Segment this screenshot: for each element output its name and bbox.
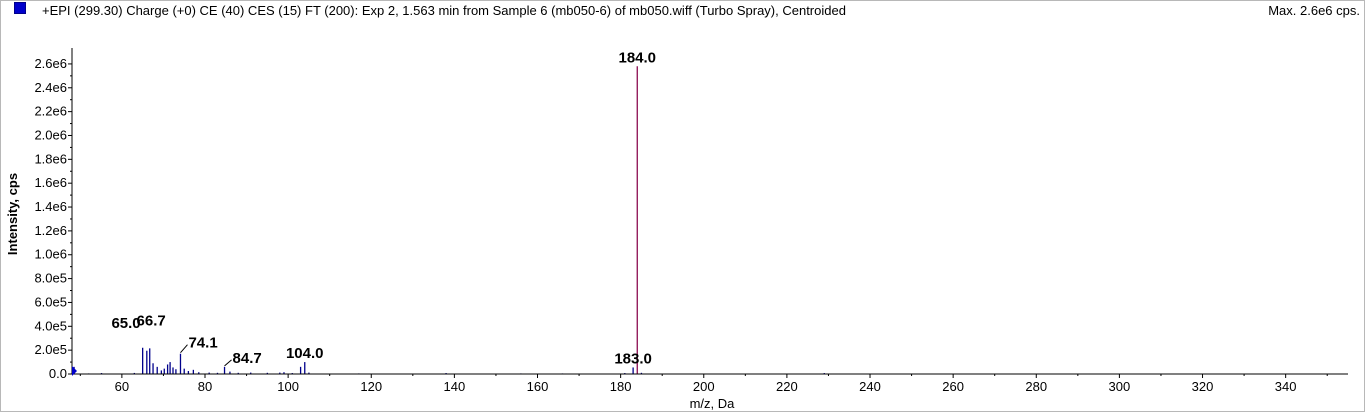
peak-label[interactable]: 184.0	[618, 49, 656, 66]
max-intensity-label: Max. 2.6e6 cps.	[1268, 3, 1360, 18]
y-tick-label: 1.4e6	[34, 199, 67, 214]
y-axis-title: Intensity, cps	[5, 173, 20, 255]
x-tick-label: 340	[1275, 379, 1297, 394]
peak-label[interactable]: 74.1	[188, 335, 217, 352]
x-tick-label: 260	[942, 379, 964, 394]
y-tick-label: 1.6e6	[34, 175, 67, 190]
peak-labels: 184.0 183.0 104.0 84.7 74.1 65.066.7	[111, 49, 656, 367]
y-tick-label: 2.2e6	[34, 104, 67, 119]
x-tick-label: 160	[527, 379, 549, 394]
y-tick-label: 8.0e5	[34, 271, 67, 286]
y-tick-label: 1.0e6	[34, 247, 67, 262]
x-range-marker[interactable]	[72, 366, 77, 376]
x-axis-ticks: 60 80 100 120 140 160 180 200 220 240 260 280 300 320…	[79, 374, 1328, 394]
y-tick-label: 0.0	[49, 366, 67, 381]
y-axis-ticks: 0.0 2.0e5 4.0e5 6.0e5 8.0e5 1.0e6 1.2e6 1.4e6 1.…	[34, 56, 72, 381]
y-tick-label: 1.8e6	[34, 151, 67, 166]
y-tick-label: 2.4e6	[34, 80, 67, 95]
x-tick-label: 220	[776, 379, 798, 394]
y-tick-label: 2.0e6	[34, 127, 67, 142]
label-leader-line	[180, 344, 188, 354]
y-tick-label: 2.6e6	[34, 56, 67, 71]
x-tick-label: 320	[1192, 379, 1214, 394]
peak-label[interactable]: 65.0	[111, 315, 140, 332]
x-tick-label: 80	[198, 379, 212, 394]
peak-label[interactable]: 84.7	[233, 350, 262, 367]
y-tick-label: 4.0e5	[34, 318, 67, 333]
label-leader-line	[224, 359, 232, 367]
y-tick-label: 2.0e5	[34, 342, 67, 357]
x-tick-label: 100	[277, 379, 299, 394]
x-axis-title: m/z, Da	[690, 396, 736, 411]
x-tick-label: 280	[1025, 379, 1047, 394]
y-tick-label: 6.0e5	[34, 294, 67, 309]
x-tick-label: 240	[859, 379, 881, 394]
x-tick-label: 180	[610, 379, 632, 394]
x-tick-label: 120	[360, 379, 382, 394]
x-tick-label: 140	[444, 379, 466, 394]
peak-bars	[73, 66, 825, 374]
peak-label[interactable]: 183.0	[614, 350, 652, 367]
spectrum-header: +EPI (299.30) Charge (+0) CE (40) CES (1…	[0, 0, 1363, 22]
x-tick-label: 60	[115, 379, 129, 394]
peak-label[interactable]: 104.0	[286, 345, 324, 362]
legend-swatch[interactable]	[14, 2, 26, 14]
spectrum-title: +EPI (299.30) Charge (+0) CE (40) CES (1…	[42, 3, 846, 18]
y-tick-label: 1.2e6	[34, 223, 67, 238]
x-tick-label: 200	[693, 379, 715, 394]
x-tick-label: 300	[1109, 379, 1131, 394]
peak-label[interactable]: 66.7	[137, 312, 166, 329]
